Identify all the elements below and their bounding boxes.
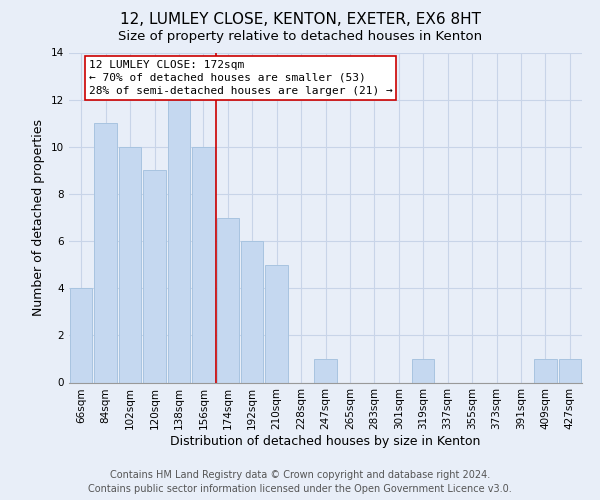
Bar — [70, 288, 92, 382]
Bar — [94, 123, 117, 382]
Bar — [167, 100, 190, 383]
Text: Size of property relative to detached houses in Kenton: Size of property relative to detached ho… — [118, 30, 482, 43]
Bar — [412, 359, 434, 382]
Bar — [217, 218, 239, 382]
Text: 12, LUMLEY CLOSE, KENTON, EXETER, EX6 8HT: 12, LUMLEY CLOSE, KENTON, EXETER, EX6 8H… — [119, 12, 481, 28]
X-axis label: Distribution of detached houses by size in Kenton: Distribution of detached houses by size … — [170, 435, 481, 448]
Bar — [192, 147, 215, 382]
Text: Contains HM Land Registry data © Crown copyright and database right 2024.
Contai: Contains HM Land Registry data © Crown c… — [88, 470, 512, 494]
Bar — [559, 359, 581, 382]
Bar — [241, 241, 263, 382]
Bar — [143, 170, 166, 382]
Bar — [534, 359, 557, 382]
Y-axis label: Number of detached properties: Number of detached properties — [32, 119, 46, 316]
Text: 12 LUMLEY CLOSE: 172sqm
← 70% of detached houses are smaller (53)
28% of semi-de: 12 LUMLEY CLOSE: 172sqm ← 70% of detache… — [89, 60, 392, 96]
Bar — [265, 264, 288, 382]
Bar — [314, 359, 337, 382]
Bar — [119, 147, 142, 382]
